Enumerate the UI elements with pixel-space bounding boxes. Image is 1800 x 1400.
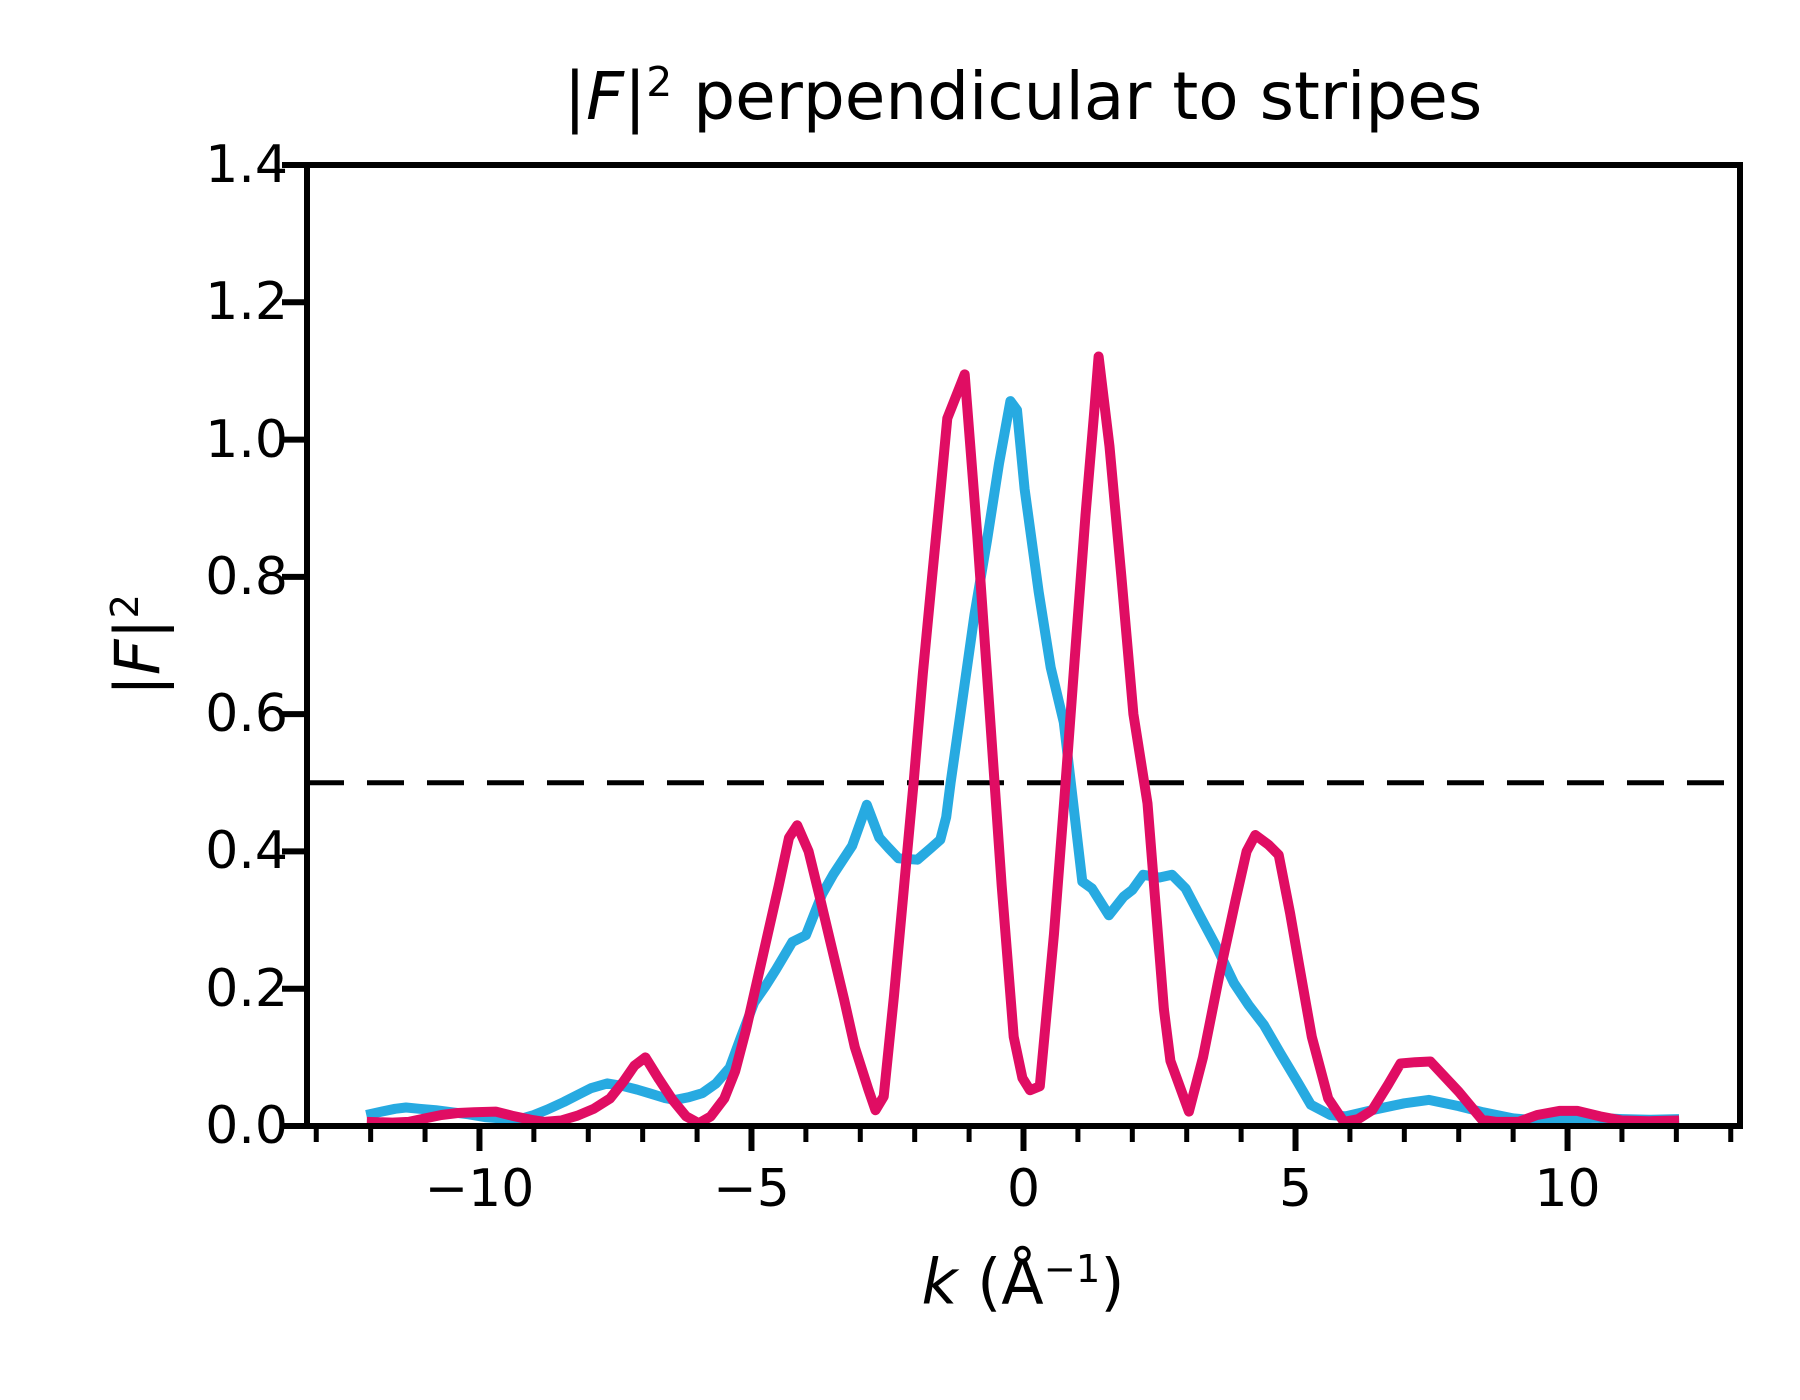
xlabel-open: (Å: [957, 1245, 1044, 1319]
x-tick-label: −10: [424, 1159, 535, 1219]
series-blue-line: [365, 396, 1680, 1126]
x-tick-label: −5: [713, 1159, 790, 1219]
title-bar-left: |: [563, 58, 586, 135]
y-tick-label: 0.8: [205, 546, 288, 607]
title-text: perpendicular to stripes: [672, 58, 1483, 135]
y-axis-label: |F|2: [102, 594, 175, 696]
plot-border: [304, 162, 1743, 1129]
ylabel-F: F: [101, 639, 175, 676]
title-bar-right: |: [623, 58, 647, 135]
y-tick-label: 1.2: [205, 272, 288, 333]
title-F: F: [585, 58, 624, 135]
y-tick-label: 1.0: [205, 409, 288, 470]
xlabel-superscript: −1: [1043, 1246, 1101, 1292]
xlabel-close: ): [1100, 1245, 1125, 1319]
y-tick-label: 1.4: [205, 135, 288, 195]
y-tick-label: 0.0: [205, 1096, 288, 1156]
x-tick-label: 10: [1534, 1159, 1601, 1219]
chart-title: |F|2 perpendicular to stripes: [423, 58, 1623, 135]
y-tick-label: 0.4: [205, 821, 288, 882]
y-tick-label: 0.6: [205, 684, 288, 745]
y-tick-label: 0.2: [205, 958, 288, 1019]
x-tick-label: 5: [1278, 1159, 1313, 1219]
ylabel-bar-right: |: [101, 618, 175, 640]
x-tick-label: 0: [1006, 1159, 1041, 1219]
x-axis-label: k (Å−1): [921, 1246, 1124, 1319]
series-crimson-line: [366, 351, 1680, 1129]
xlabel-k: k: [921, 1245, 958, 1319]
title-superscript: 2: [646, 58, 673, 106]
